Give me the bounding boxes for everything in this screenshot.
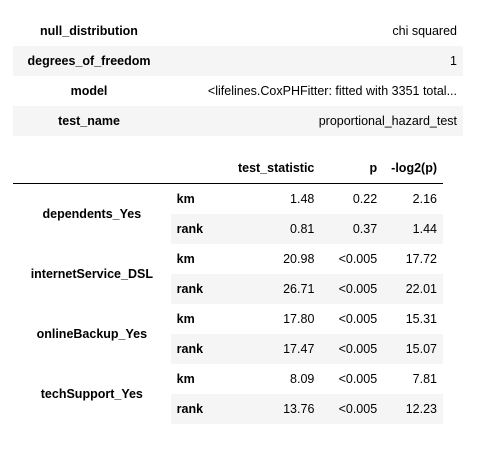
summary-table: null_distribution chi squared degrees_of… xyxy=(13,16,463,136)
table-row: rank 0.81 0.37 1.44 xyxy=(13,214,443,244)
covariate-label: internetService_DSL xyxy=(30,267,153,281)
method-label: rank xyxy=(170,274,222,304)
table-row: dependents_Yes km 1.48 0.22 2.16 xyxy=(13,184,443,221)
results-header-row: test_statistic p -log2(p) xyxy=(13,153,443,184)
test-statistic-cell: 13.76 xyxy=(221,394,321,424)
summary-row: model <lifelines.CoxPHFitter: fitted wit… xyxy=(13,76,463,106)
log2p-cell: 15.31 xyxy=(405,312,437,326)
summary-key: null_distribution xyxy=(40,24,138,38)
test-statistic-cell: 0.81 xyxy=(221,214,321,244)
log2p-cell: 1.44 xyxy=(383,214,443,244)
covariate-label: techSupport_Yes xyxy=(40,387,143,401)
summary-key: test_name xyxy=(58,114,120,128)
test-statistic-cell: 8.09 xyxy=(290,372,315,386)
summary-value: <lifelines.CoxPHFitter: fitted with 3351… xyxy=(207,84,457,98)
test-statistic-cell: 1.48 xyxy=(290,192,315,206)
log2p-cell: 17.72 xyxy=(405,252,437,266)
test-statistic-cell: 26.71 xyxy=(221,274,321,304)
p-cell: 0.22 xyxy=(352,192,378,206)
header-test-statistic: test_statistic xyxy=(221,153,321,184)
method-label: km xyxy=(176,372,195,386)
log2p-cell: 22.01 xyxy=(383,274,443,304)
p-cell: <0.005 xyxy=(320,394,384,424)
summary-row: test_name proportional_hazard_test xyxy=(13,106,463,136)
summary-value: chi squared xyxy=(392,24,457,38)
table-row: onlineBackup_Yes km 17.80 <0.005 15.31 xyxy=(13,304,443,341)
log2p-cell: 15.07 xyxy=(383,334,443,364)
table-row: internetService_DSL km 20.98 <0.005 17.7… xyxy=(13,244,443,281)
log2p-cell: 7.81 xyxy=(412,372,437,386)
p-cell: <0.005 xyxy=(320,274,384,304)
method-label: km xyxy=(176,312,195,326)
table-row: rank 17.47 <0.005 15.07 xyxy=(13,334,443,364)
log2p-cell: 12.23 xyxy=(383,394,443,424)
test-statistic-cell: 17.47 xyxy=(221,334,321,364)
p-cell: 0.37 xyxy=(320,214,384,244)
summary-row: null_distribution chi squared xyxy=(13,16,463,46)
method-label: km xyxy=(176,192,195,206)
header-p: p xyxy=(320,153,384,184)
summary-value: 1 xyxy=(450,54,457,68)
p-cell: <0.005 xyxy=(320,334,384,364)
method-label: rank xyxy=(170,394,222,424)
table-row: techSupport_Yes km 8.09 <0.005 7.81 xyxy=(13,364,443,401)
summary-value: proportional_hazard_test xyxy=(318,114,457,128)
header-blank-method xyxy=(170,153,222,184)
test-statistic-cell: 20.98 xyxy=(283,252,315,266)
method-label: km xyxy=(176,252,195,266)
summary-key: degrees_of_freedom xyxy=(27,54,151,68)
table-row: rank 13.76 <0.005 12.23 xyxy=(13,394,443,424)
p-cell: <0.005 xyxy=(338,312,378,326)
summary-row: degrees_of_freedom 1 xyxy=(13,46,463,76)
header-log2p: -log2(p) xyxy=(383,153,443,184)
covariate-label: dependents_Yes xyxy=(42,207,142,221)
covariate-label: onlineBackup_Yes xyxy=(36,327,148,341)
table-row: rank 26.71 <0.005 22.01 xyxy=(13,274,443,304)
method-label: rank xyxy=(170,214,222,244)
header-blank-covariate xyxy=(13,153,171,184)
results-table: test_statistic p -log2(p) dependents_Yes… xyxy=(13,153,443,424)
test-statistic-cell: 17.80 xyxy=(283,312,315,326)
p-cell: <0.005 xyxy=(338,252,378,266)
log2p-cell: 2.16 xyxy=(412,192,437,206)
p-cell: <0.005 xyxy=(338,372,378,386)
summary-key: model xyxy=(70,84,108,98)
method-label: rank xyxy=(170,334,222,364)
